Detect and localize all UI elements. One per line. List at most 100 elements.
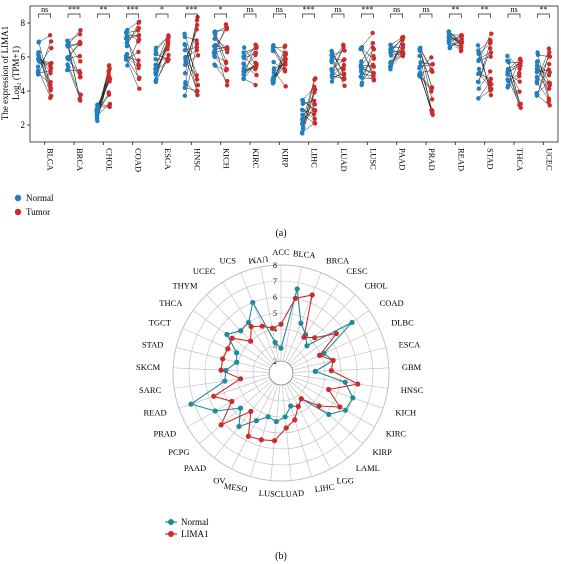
- normal-point: [123, 56, 129, 61]
- radar-point: [342, 379, 348, 385]
- radar-ring-label: 8: [273, 261, 277, 270]
- tumor-point: [136, 58, 141, 63]
- tumor-point: [137, 86, 142, 91]
- x-tick-label: READ: [456, 148, 466, 171]
- tumor-point: [371, 78, 377, 83]
- radar-spoke: [286, 383, 331, 470]
- radar-axis-label-meso: MESO: [223, 481, 248, 494]
- x-tick-label: HNSC: [192, 148, 202, 171]
- normal-point: [300, 116, 305, 122]
- pair-line: [302, 89, 315, 125]
- y-tick-label: 2: [21, 120, 26, 130]
- legend-normal-dot: [14, 194, 22, 202]
- radar-point: [259, 323, 265, 329]
- tumor-point: [77, 53, 83, 59]
- tumor-point: [517, 89, 522, 94]
- radar-spoke: [292, 376, 384, 409]
- significance-bracket: [419, 13, 433, 18]
- significance-bracket: [360, 13, 374, 18]
- significance-bracket: [507, 13, 521, 18]
- tumor-point: [518, 105, 523, 111]
- category-brca: *** BRCA: [65, 5, 85, 172]
- tumor-point: [546, 46, 552, 51]
- panel-b-caption: (b): [275, 551, 287, 562]
- pair-line: [38, 41, 51, 89]
- radar-point: [272, 339, 278, 345]
- radar-point: [248, 408, 254, 414]
- tumor-point: [546, 61, 552, 67]
- radar-spoke: [284, 384, 312, 477]
- x-tick-label: PAAD: [398, 148, 408, 170]
- normal-point: [534, 63, 540, 68]
- normal-point: [65, 56, 70, 61]
- pair-line: [214, 34, 227, 53]
- panel-a-caption: (a): [275, 228, 286, 239]
- pair-line: [361, 43, 374, 62]
- normal-point: [212, 29, 217, 35]
- tumor-point: [400, 45, 406, 50]
- tumor-point: [371, 47, 377, 52]
- normal-point: [330, 68, 335, 73]
- pair-line: [361, 32, 374, 48]
- tumor-point: [195, 82, 201, 88]
- panel-a-categories: ns BLCA *** BRCA ** CHOL *** COAD * ESCA *** HNSC * K…: [35, 5, 554, 172]
- radar-point: [292, 295, 298, 301]
- normal-point: [476, 86, 481, 91]
- pair-line: [507, 70, 521, 104]
- tumor-point: [341, 75, 347, 81]
- radar-point: [248, 338, 254, 344]
- normal-point: [329, 60, 334, 65]
- pair-line: [97, 77, 110, 109]
- significance-bracket: [536, 13, 550, 18]
- normal-point: [300, 97, 305, 103]
- pair-line: [302, 122, 315, 133]
- tumor-point: [459, 33, 464, 38]
- tumor-point: [370, 30, 375, 36]
- significance-bracket: [243, 13, 257, 18]
- normal-point: [271, 67, 276, 73]
- normal-point: [506, 60, 511, 65]
- radar-point: [301, 334, 307, 340]
- tumor-point: [107, 74, 112, 80]
- tumor-point: [165, 46, 170, 52]
- category-coad: *** COAD: [123, 5, 144, 172]
- significance-label: **: [481, 5, 489, 14]
- pair-line: [361, 49, 374, 66]
- x-tick-label: BLCA: [46, 148, 56, 172]
- tumor-point: [225, 78, 230, 84]
- radar-point: [237, 405, 244, 411]
- pair-line: [478, 48, 491, 83]
- radar-axis-label-sarc: SARC: [139, 385, 162, 395]
- normal-point: [329, 79, 335, 84]
- radar-point: [309, 292, 315, 298]
- normal-point: [359, 80, 365, 85]
- pair-line: [273, 50, 286, 70]
- radar-point: [298, 396, 304, 402]
- tumor-point: [547, 54, 553, 59]
- significance-bracket: [390, 13, 404, 18]
- tumor-point: [517, 74, 522, 79]
- significance-bracket: [96, 13, 110, 18]
- legend-lima1-marker: [168, 531, 174, 537]
- pair-line: [419, 47, 433, 70]
- pair-line: [302, 110, 315, 120]
- normal-point: [182, 42, 187, 47]
- radar-spoke: [260, 266, 280, 362]
- pair-line: [126, 58, 139, 78]
- tumor-point: [488, 54, 493, 59]
- radar-point: [245, 433, 251, 439]
- pair-line: [507, 71, 521, 108]
- tumor-point: [370, 63, 376, 68]
- normal-point: [299, 130, 305, 135]
- tumor-point: [194, 89, 200, 94]
- normal-point: [477, 57, 482, 62]
- normal-point: [505, 69, 511, 74]
- tumor-point: [488, 39, 493, 44]
- pair-line: [537, 76, 550, 89]
- normal-point: [124, 29, 129, 34]
- tumor-point: [166, 57, 171, 62]
- radar-point: [312, 335, 318, 341]
- normal-point: [124, 37, 130, 42]
